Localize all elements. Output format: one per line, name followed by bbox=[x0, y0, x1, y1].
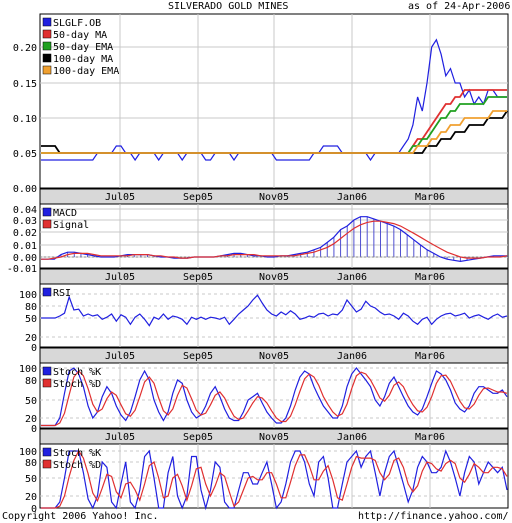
x-tick-label: Mar06 bbox=[415, 192, 445, 203]
x-tick-label: Jan06 bbox=[337, 272, 367, 283]
legend-label: SLGLF.OB bbox=[53, 18, 101, 29]
legend-swatch bbox=[42, 53, 52, 63]
legend-label: 50-day MA bbox=[53, 30, 107, 41]
x-tick-label: Sep05 bbox=[183, 351, 213, 362]
series-line-stoch-k bbox=[41, 367, 508, 427]
y-tick-label: 20 bbox=[25, 492, 37, 503]
series-line-stoch-d bbox=[41, 449, 508, 509]
legend-label: Stoch %K bbox=[53, 448, 101, 459]
y-tick-label: 0.03 bbox=[13, 216, 37, 227]
legend-swatch bbox=[42, 447, 52, 457]
y-tick-label: 50 bbox=[25, 396, 37, 407]
y-tick-label: 100 bbox=[19, 447, 37, 458]
legend-label: 100-day EMA bbox=[53, 66, 119, 77]
x-tick-label: Mar06 bbox=[415, 432, 445, 443]
y-tick-label: 0.02 bbox=[13, 228, 37, 239]
x-tick-label: Mar06 bbox=[415, 272, 445, 283]
y-tick-label: 0 bbox=[31, 343, 37, 354]
x-tick-label: Jul05 bbox=[105, 272, 135, 283]
y-tick-label: 0.00 bbox=[13, 253, 37, 264]
legend-swatch bbox=[42, 459, 52, 469]
x-tick-label: Jan06 bbox=[337, 432, 367, 443]
series-line-100-day-ema bbox=[41, 110, 507, 154]
legend-label: RSI bbox=[53, 288, 71, 299]
legend-swatch bbox=[42, 17, 52, 27]
x-tick-label: Mar06 bbox=[415, 351, 445, 362]
series-line-stoch-d bbox=[41, 370, 508, 427]
y-tick-label: 20 bbox=[25, 414, 37, 425]
y-tick-label: 0 bbox=[31, 424, 37, 435]
y-tick-label: 80 bbox=[25, 376, 37, 387]
legend-label: Signal bbox=[53, 220, 89, 231]
y-tick-label: 0.05 bbox=[13, 149, 37, 160]
y-tick-label: 0.04 bbox=[13, 205, 37, 216]
legend-swatch bbox=[42, 41, 52, 51]
x-tick-label: Jan06 bbox=[337, 351, 367, 362]
series-line-slglf-ob bbox=[41, 38, 507, 162]
y-tick-label: 0.15 bbox=[13, 79, 37, 90]
x-tick-label: Jul05 bbox=[105, 432, 135, 443]
x-tick-label: Jul05 bbox=[105, 351, 135, 362]
legend-label: 100-day MA bbox=[53, 54, 113, 65]
x-tick-label: Jul05 bbox=[105, 192, 135, 203]
legend-swatch bbox=[42, 219, 52, 229]
x-tick-label: Jan06 bbox=[337, 192, 367, 203]
legend-label: Stoch %D bbox=[53, 460, 101, 471]
legend-swatch bbox=[42, 378, 52, 388]
series-line-signal bbox=[41, 220, 508, 260]
legend-swatch bbox=[42, 207, 52, 217]
x-tick-label: Nov05 bbox=[259, 272, 289, 283]
panel-rsi: RSI bbox=[39, 283, 509, 364]
x-tick-label: Sep05 bbox=[183, 272, 213, 283]
legend-label: MACD bbox=[53, 208, 77, 219]
legend-label: Stoch %D bbox=[53, 379, 101, 390]
x-tick-label: Nov05 bbox=[259, 351, 289, 362]
y-tick-label: -0.01 bbox=[7, 264, 37, 275]
y-tick-label: 0.20 bbox=[13, 43, 37, 54]
series-line-rsi bbox=[41, 294, 508, 327]
series-line-stoch-k bbox=[41, 449, 508, 511]
y-tick-label: 80 bbox=[25, 458, 37, 469]
x-tick-label: Sep05 bbox=[183, 192, 213, 203]
x-tick-label: Nov05 bbox=[259, 432, 289, 443]
legend-swatch bbox=[42, 65, 52, 75]
y-tick-label: 0 bbox=[31, 504, 37, 515]
y-tick-label: 0.01 bbox=[13, 241, 37, 252]
copyright-text: Copyright 2006 Yahoo! Inc. bbox=[2, 511, 159, 522]
y-tick-label: 20 bbox=[25, 333, 37, 344]
source-url-link[interactable]: http://finance.yahoo.com/ bbox=[358, 511, 509, 522]
y-tick-label: 50 bbox=[25, 314, 37, 325]
legend-label: Stoch %K bbox=[53, 367, 101, 378]
y-tick-label: 80 bbox=[25, 302, 37, 313]
chart-title: SILVERADO GOLD MINES bbox=[168, 1, 289, 12]
x-tick-label: Nov05 bbox=[259, 192, 289, 203]
legend-swatch bbox=[42, 366, 52, 376]
y-tick-label: 50 bbox=[25, 474, 37, 485]
y-tick-label: 0.00 bbox=[13, 184, 37, 195]
legend-swatch bbox=[42, 29, 52, 39]
legend-label: 50-day EMA bbox=[53, 42, 113, 53]
x-tick-label: Sep05 bbox=[183, 432, 213, 443]
y-tick-label: 100 bbox=[19, 364, 37, 375]
legend-swatch bbox=[42, 287, 52, 297]
y-tick-label: 0.10 bbox=[13, 114, 37, 125]
y-tick-label: 100 bbox=[19, 290, 37, 301]
as-of-date: as of 24-Apr-2006 bbox=[408, 1, 511, 12]
